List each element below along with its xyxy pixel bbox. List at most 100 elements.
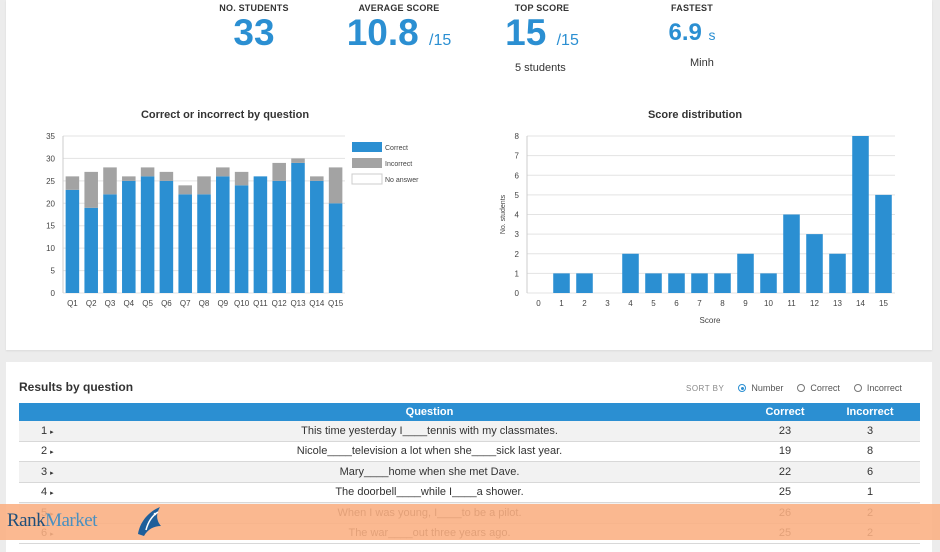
stat-value: 33 bbox=[233, 12, 275, 53]
y-tick-label: 2 bbox=[515, 250, 520, 259]
x-tick-label: Q12 bbox=[272, 299, 288, 308]
table-row[interactable]: 1 ▸ This time yesterday I____tennis with m… bbox=[19, 421, 920, 442]
x-tick-label: 9 bbox=[743, 299, 748, 308]
y-tick-label: 1 bbox=[515, 269, 520, 278]
y-tick-label: 7 bbox=[515, 152, 520, 161]
legend-swatch bbox=[352, 142, 382, 152]
table-row[interactable]: 3 ▸ Mary____home when she met Dave. 22 6 bbox=[19, 461, 920, 483]
fish-logo-icon bbox=[138, 507, 161, 536]
stat-students: NO. STUDENTS 33 bbox=[212, 0, 296, 53]
x-tick-label: 11 bbox=[787, 299, 796, 308]
row-correct: 23 bbox=[750, 421, 820, 442]
bar-score bbox=[829, 253, 846, 293]
expand-caret-icon: ▸ bbox=[50, 469, 54, 477]
x-tick-label: 15 bbox=[879, 299, 888, 308]
sort-by: SORT BY Number Correct Incorrect bbox=[686, 383, 916, 393]
x-tick-label: 13 bbox=[833, 299, 842, 308]
stat-sub: 5 students bbox=[515, 62, 566, 74]
bar-incorrect bbox=[159, 171, 174, 181]
bar-score bbox=[737, 253, 754, 293]
y-tick-label: 35 bbox=[46, 132, 55, 141]
bar-correct bbox=[234, 185, 249, 293]
bar-score bbox=[760, 273, 777, 293]
bar-score bbox=[668, 273, 685, 293]
expand-caret-icon: ▸ bbox=[50, 428, 54, 436]
bar-incorrect bbox=[310, 176, 324, 181]
y-tick-label: 15 bbox=[46, 222, 55, 231]
x-tick-label: 8 bbox=[720, 299, 725, 308]
stat-label: AVERAGE SCORE bbox=[358, 3, 440, 13]
row-incorrect: 3 bbox=[820, 421, 920, 442]
y-tick-label: 20 bbox=[46, 199, 55, 208]
x-tick-label: Q14 bbox=[309, 299, 325, 308]
legend-label: No answer bbox=[385, 177, 419, 184]
x-tick-label: 4 bbox=[628, 299, 633, 308]
x-tick-label: Q1 bbox=[67, 299, 78, 308]
bar-correct bbox=[140, 176, 155, 293]
stat-value: 10.8 /15 bbox=[346, 12, 452, 53]
bar-incorrect bbox=[140, 167, 155, 177]
brand-logo: RankMarket bbox=[7, 510, 97, 531]
bar-score bbox=[622, 253, 639, 293]
stat-top-score: TOP SCORE 15 /15 5 students bbox=[494, 0, 590, 74]
chart-title-distribution: Score distribution bbox=[647, 109, 743, 121]
x-tick-label: 12 bbox=[810, 299, 819, 308]
x-axis-label: Score bbox=[700, 316, 721, 325]
x-tick-label: 1 bbox=[559, 299, 564, 308]
y-tick-label: 5 bbox=[51, 267, 56, 276]
bar-score bbox=[806, 234, 823, 293]
x-tick-label: Q2 bbox=[86, 299, 97, 308]
bar-incorrect bbox=[84, 171, 98, 208]
bar-incorrect bbox=[272, 162, 286, 181]
chart-title-correct: Correct or incorrect by question bbox=[140, 109, 310, 121]
row-correct: 25 bbox=[750, 482, 820, 503]
x-tick-label: Q7 bbox=[180, 299, 191, 308]
x-tick-label: Q3 bbox=[105, 299, 116, 308]
x-tick-label: 3 bbox=[605, 299, 610, 308]
x-tick-label: Q6 bbox=[161, 299, 172, 308]
bar-score bbox=[783, 214, 800, 293]
x-tick-label: Q10 bbox=[234, 299, 250, 308]
legend-label: Correct bbox=[385, 145, 408, 152]
row-number[interactable]: 3 ▸ bbox=[19, 461, 109, 483]
stat-value: 6.9 s bbox=[668, 19, 716, 46]
y-tick-label: 8 bbox=[515, 132, 520, 141]
x-tick-label: 14 bbox=[856, 299, 865, 308]
expand-caret-icon: ▸ bbox=[50, 490, 54, 498]
header-correct[interactable]: Correct bbox=[750, 403, 820, 421]
radio-icon[interactable] bbox=[853, 384, 862, 392]
radio-icon[interactable] bbox=[738, 384, 747, 392]
sort-option-correct[interactable]: Correct bbox=[797, 383, 840, 393]
bar-correct bbox=[103, 194, 117, 293]
row-number[interactable]: 2 ▸ bbox=[19, 441, 109, 462]
row-number[interactable]: 1 ▸ bbox=[19, 421, 109, 442]
row-question: The doorbell____while I____a shower. bbox=[109, 482, 750, 503]
header-incorrect[interactable]: Incorrect bbox=[820, 403, 920, 421]
x-tick-label: 6 bbox=[674, 299, 679, 308]
bar-correct bbox=[84, 207, 98, 293]
y-tick-label: 0 bbox=[515, 289, 520, 298]
x-tick-label: 0 bbox=[536, 299, 541, 308]
row-question: This time yesterday I____tennis with my … bbox=[109, 421, 750, 442]
legend-swatch bbox=[351, 173, 383, 185]
sort-option-number[interactable]: Number bbox=[738, 383, 783, 393]
row-number[interactable]: 4 ▸ bbox=[19, 482, 109, 503]
x-tick-label: Q8 bbox=[199, 299, 210, 308]
results-title: Results by question bbox=[19, 380, 134, 394]
bar-score bbox=[691, 273, 708, 293]
table-row[interactable]: 4 ▸ The doorbell____while I____a shower. 25… bbox=[19, 482, 920, 503]
bar-correct bbox=[159, 180, 174, 293]
row-incorrect: 6 bbox=[820, 461, 920, 483]
stat-label: FASTEST bbox=[671, 3, 713, 13]
x-tick-label: Q13 bbox=[290, 299, 306, 308]
legend-swatch bbox=[352, 158, 382, 168]
bar-incorrect bbox=[291, 158, 305, 163]
sort-option-incorrect[interactable]: Incorrect bbox=[853, 383, 902, 393]
bar-correct bbox=[310, 180, 324, 293]
bar-incorrect bbox=[197, 176, 211, 195]
radio-icon[interactable] bbox=[797, 384, 806, 392]
y-tick-label: 3 bbox=[515, 230, 520, 239]
table-row[interactable]: 2 ▸ Nicole____television a lot when she___… bbox=[19, 441, 920, 462]
bar-incorrect bbox=[234, 171, 249, 186]
